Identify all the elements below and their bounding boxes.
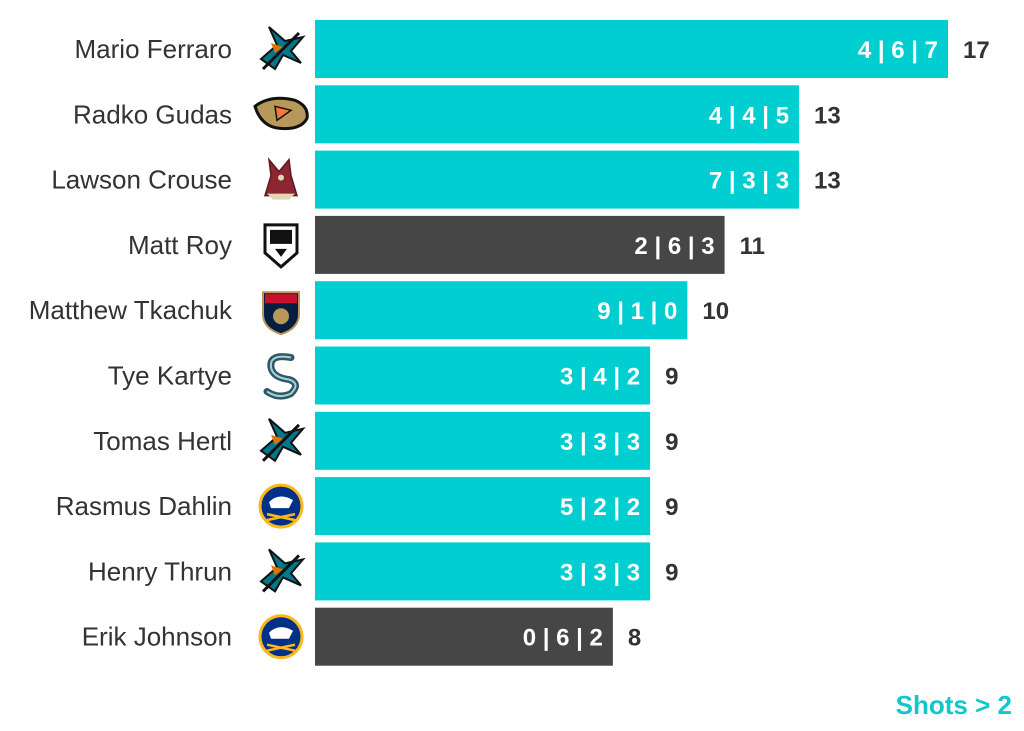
sharks-logo-icon bbox=[259, 548, 306, 593]
bar-breakdown-label: 5 | 2 | 2 bbox=[560, 494, 640, 521]
player-name-label: Erik Johnson bbox=[82, 622, 232, 652]
bar-total-label: 17 bbox=[963, 37, 990, 64]
bar-breakdown-label: 0 | 6 | 2 bbox=[523, 625, 603, 652]
sharks-logo-icon bbox=[259, 418, 306, 463]
bar-row: Rasmus Dahlin 5 | 2 | 2 9 bbox=[56, 477, 678, 536]
player-name-label: Matt Roy bbox=[128, 230, 232, 260]
bar-row: Erik Johnson 0 | 6 | 2 8 bbox=[82, 607, 641, 666]
ducks-logo-icon bbox=[253, 96, 309, 131]
player-name-label: Matthew Tkachuk bbox=[29, 295, 233, 325]
bar-row: Radko Gudas 4 | 4 | 5 13 bbox=[73, 85, 841, 144]
bar-total-label: 10 bbox=[702, 298, 729, 325]
bar-total-label: 11 bbox=[740, 233, 765, 260]
bar-total-label: 9 bbox=[665, 364, 678, 391]
player-name-label: Rasmus Dahlin bbox=[56, 491, 232, 521]
bar-row: Tye Kartye 3 | 4 | 2 9 bbox=[108, 346, 678, 405]
bar-total-label: 13 bbox=[814, 168, 841, 195]
sabres-logo-icon bbox=[258, 483, 304, 529]
coyotes-logo-icon bbox=[263, 157, 299, 200]
sabres-logo-icon bbox=[258, 614, 304, 660]
bar-total-label: 9 bbox=[665, 559, 678, 586]
bar-breakdown-label: 7 | 3 | 3 bbox=[709, 168, 789, 195]
bar-breakdown-label: 9 | 1 | 0 bbox=[597, 298, 677, 325]
kraken-logo-icon bbox=[263, 353, 299, 400]
bar-row: Henry Thrun 3 | 3 | 3 9 bbox=[88, 542, 678, 601]
bar-total-label: 9 bbox=[665, 429, 678, 456]
player-name-label: Tye Kartye bbox=[108, 361, 232, 391]
bar-total-label: 8 bbox=[628, 625, 641, 652]
bar-total-label: 9 bbox=[665, 494, 678, 521]
player-name-label: Radko Gudas bbox=[73, 99, 232, 129]
player-name-label: Mario Ferraro bbox=[75, 34, 232, 64]
bar bbox=[315, 477, 651, 536]
bar bbox=[315, 607, 613, 666]
shots-filter-note: Shots > 2 bbox=[895, 690, 1012, 720]
kings-logo-icon bbox=[263, 223, 299, 269]
panthers-logo-icon bbox=[262, 291, 300, 336]
bar-row: Matt Roy 2 | 6 | 3 11 bbox=[128, 215, 765, 274]
bar-row: Mario Ferraro 4 | 6 | 7 17 bbox=[75, 20, 990, 78]
bar bbox=[315, 85, 800, 144]
bar-breakdown-label: 3 | 4 | 2 bbox=[560, 364, 640, 391]
bar-row: Tomas Hertl 3 | 3 | 3 9 bbox=[93, 411, 678, 470]
bar bbox=[315, 215, 725, 274]
bar-total-label: 13 bbox=[814, 102, 841, 129]
player-name-label: Tomas Hertl bbox=[93, 426, 232, 456]
bar-breakdown-label: 2 | 6 | 3 bbox=[634, 233, 714, 260]
bar bbox=[315, 150, 800, 209]
bar-breakdown-label: 4 | 6 | 7 bbox=[858, 37, 938, 64]
bar-row: Lawson Crouse 7 | 3 | 3 13 bbox=[51, 150, 841, 209]
player-name-label: Lawson Crouse bbox=[51, 165, 232, 195]
bar bbox=[315, 542, 651, 601]
bar bbox=[315, 346, 651, 405]
bar bbox=[315, 20, 948, 78]
bar bbox=[315, 281, 688, 340]
bar-row: Matthew Tkachuk 9 | 1 | 0 10 bbox=[29, 281, 729, 340]
bar-breakdown-label: 4 | 4 | 5 bbox=[709, 102, 789, 129]
player-name-label: Henry Thrun bbox=[88, 556, 232, 586]
bar-breakdown-label: 3 | 3 | 3 bbox=[560, 559, 640, 586]
bar bbox=[315, 411, 651, 470]
bar-breakdown-label: 3 | 3 | 3 bbox=[560, 429, 640, 456]
sharks-logo-icon bbox=[259, 26, 306, 71]
